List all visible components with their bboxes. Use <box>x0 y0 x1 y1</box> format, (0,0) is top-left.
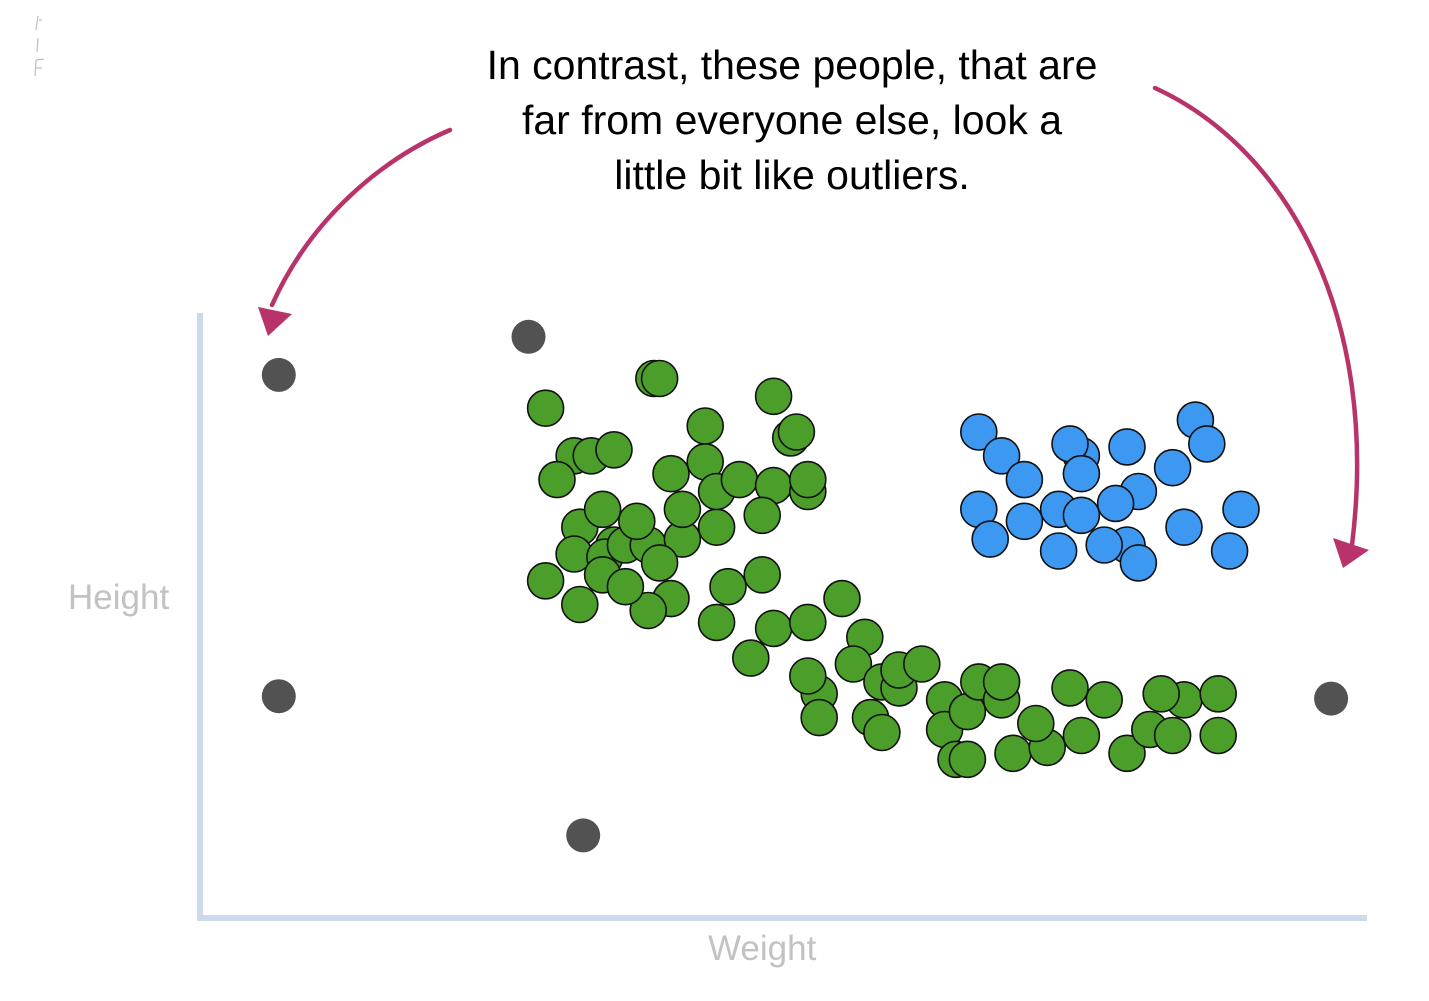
data-point <box>1085 680 1123 719</box>
data-point <box>1062 496 1101 535</box>
data-point <box>754 377 793 416</box>
data-point <box>1165 508 1203 547</box>
outlier-point <box>511 319 546 354</box>
data-point <box>1153 448 1192 487</box>
data-point <box>1199 716 1237 755</box>
data-point <box>1051 669 1089 707</box>
annotation-line: far from everyone else, look a <box>521 97 1063 143</box>
data-point <box>982 436 1021 475</box>
data-point <box>834 645 873 683</box>
data-point <box>959 413 998 451</box>
data-point <box>823 579 861 618</box>
data-points <box>261 319 1349 853</box>
data-point <box>788 603 827 642</box>
right-arrow <box>1152 85 1360 548</box>
corner-mark <box>34 15 45 77</box>
data-point <box>1062 454 1101 493</box>
data-point <box>863 713 901 752</box>
outlier-point <box>1314 681 1349 716</box>
data-point <box>709 567 747 606</box>
data-point <box>948 740 987 779</box>
data-point <box>583 490 622 529</box>
data-point <box>982 663 1021 701</box>
data-point <box>617 502 656 541</box>
data-point <box>788 657 827 695</box>
data-point <box>697 603 736 642</box>
data-point <box>686 407 725 445</box>
data-point <box>1085 526 1123 564</box>
y-axis-label: Height <box>68 578 170 617</box>
data-point <box>640 544 679 582</box>
data-point <box>754 609 793 648</box>
data-point <box>1153 716 1192 755</box>
data-point <box>902 645 941 683</box>
data-point <box>777 413 816 451</box>
annotation-line: little bit like outliers. <box>614 152 970 198</box>
outlier-point <box>261 357 296 392</box>
data-point <box>743 496 782 535</box>
data-point <box>1188 425 1226 463</box>
data-point <box>1005 460 1044 499</box>
annotation-text: In contrast, these people, that are far … <box>392 38 1192 203</box>
right-arrowhead <box>1333 538 1369 568</box>
data-point <box>788 460 827 499</box>
data-point <box>1210 532 1249 570</box>
data-point <box>560 585 599 624</box>
data-point <box>1017 704 1055 743</box>
annotation-line: In contrast, these people, that are <box>486 42 1098 88</box>
data-point <box>743 555 782 594</box>
data-point <box>994 734 1032 773</box>
data-point <box>1108 428 1146 466</box>
data-point <box>1062 716 1101 755</box>
left-arrowhead <box>258 307 292 336</box>
data-point <box>640 359 679 398</box>
data-point <box>1096 484 1135 523</box>
outlier-point <box>261 679 296 714</box>
data-point <box>606 567 645 606</box>
data-point <box>595 430 633 469</box>
data-point <box>697 508 736 547</box>
data-point <box>800 698 839 737</box>
outlier-point <box>566 818 601 853</box>
data-point <box>526 389 565 428</box>
data-point <box>538 460 576 499</box>
data-point <box>1142 674 1180 713</box>
left-arrow <box>269 127 453 308</box>
data-point <box>1199 674 1237 713</box>
data-point <box>1222 490 1260 529</box>
data-point <box>663 490 702 529</box>
x-axis-label: Weight <box>708 929 817 968</box>
data-point <box>971 520 1010 558</box>
data-point <box>652 454 690 493</box>
data-point <box>1108 734 1146 773</box>
data-point <box>1039 532 1078 570</box>
data-point <box>629 591 668 630</box>
data-point <box>1119 544 1158 582</box>
data-point <box>526 561 565 600</box>
data-point <box>731 639 770 677</box>
data-point <box>1005 502 1044 541</box>
data-point <box>720 460 759 499</box>
